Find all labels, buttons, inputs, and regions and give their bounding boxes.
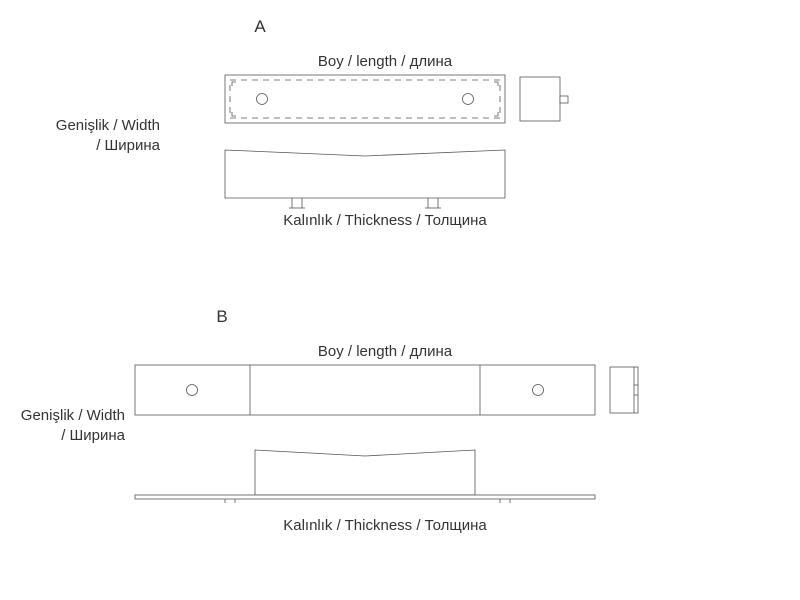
label-width-a-l1: Genişlik / Width — [56, 117, 160, 134]
label-length-a: Boy / length / длина — [318, 53, 453, 70]
section-b: B Boy / length / длина Genişlik / Width / Ш… — [21, 307, 638, 534]
side-view-b-base — [135, 495, 595, 499]
side-view-b-block — [255, 450, 475, 495]
label-width-b-l1: Genişlik / Width — [21, 407, 125, 424]
end-cap-pin-a — [560, 96, 568, 103]
foot-a-1 — [425, 198, 441, 208]
label-thickness-a: Kalınlık / Thickness / Толщина — [283, 212, 487, 229]
side-view-a — [225, 150, 505, 198]
label-thickness-b: Kalınlık / Thickness / Толщина — [283, 517, 487, 534]
label-width-b-l2: / Ширина — [61, 427, 125, 444]
end-cap-a — [520, 77, 560, 121]
hole-b-1 — [533, 385, 544, 396]
label-length-b: Boy / length / длина — [318, 343, 453, 360]
label-width-a-l2: / Ширина — [96, 137, 160, 154]
section-a: A Boy / length / длина Genişlik / Width / Ш… — [56, 17, 568, 229]
top-view-b — [135, 365, 595, 415]
foot-a-0 — [289, 198, 305, 208]
hole-a-0 — [257, 94, 268, 105]
section-letter-b: B — [216, 307, 227, 326]
section-letter-a: A — [254, 17, 266, 36]
hole-a-1 — [463, 94, 474, 105]
hole-b-0 — [187, 385, 198, 396]
